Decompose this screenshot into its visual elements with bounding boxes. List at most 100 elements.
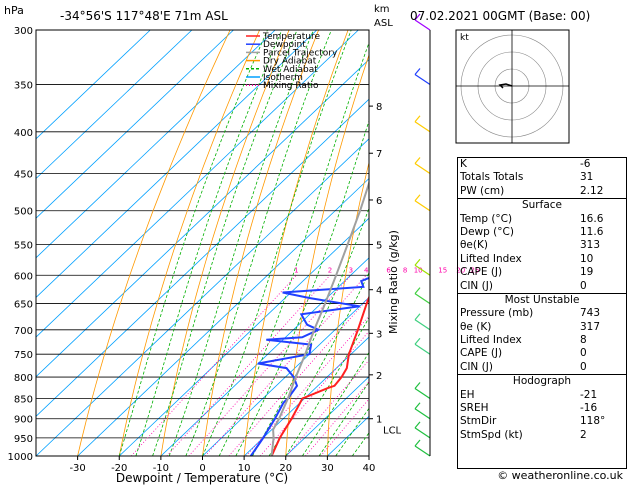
index-label: PW (cm)	[460, 184, 505, 197]
wind-barb	[414, 319, 431, 331]
km-tick-label: 4	[376, 286, 382, 297]
index-label: Lifted Index	[460, 252, 522, 265]
wind-barb-flag	[414, 421, 421, 429]
hodograph-row: SREH -16	[458, 402, 626, 415]
most-unstable-row: Pressure (mb) 743	[458, 307, 626, 320]
pressure-tick-label: 300	[14, 26, 33, 37]
isotherm-line	[36, 30, 234, 219]
mixing-ratio-label: 10	[414, 266, 423, 274]
wind-barb	[414, 162, 431, 174]
wind-barb-flag	[414, 287, 421, 294]
isotherm-line	[77, 177, 369, 456]
hodograph-kt-label: kt	[460, 33, 469, 43]
mixing-ratio-label: 8	[403, 266, 407, 274]
x-axis-title: Dewpoint / Temperature (°C)	[116, 471, 288, 485]
km-unit-label: km	[374, 4, 390, 15]
pressure-tick-label: 750	[14, 350, 33, 361]
mixing-ratio-line	[130, 275, 297, 456]
index-label: Temp (°C)	[460, 212, 513, 225]
wind-barb-flag	[414, 402, 421, 410]
wind-barb-flag	[414, 194, 421, 202]
wind-barb-flag	[414, 115, 421, 123]
wet-adiabat-line	[135, 30, 283, 456]
wind-barb-flag	[414, 439, 421, 447]
pressure-tick-label: 400	[14, 128, 33, 139]
index-value: 317	[580, 320, 601, 333]
most-unstable-row: Lifted Index 8	[458, 334, 626, 347]
dry-adiabat-line	[243, 30, 349, 456]
footer-credit: © weatheronline.co.uk	[497, 469, 623, 482]
index-value: 2	[580, 428, 587, 441]
dry-adiabat-line	[77, 30, 231, 456]
wind-barb	[414, 387, 431, 399]
index-label: StmSpd (kt)	[460, 428, 523, 441]
hodograph-trace	[498, 83, 513, 89]
x-tick-label: 30	[321, 463, 334, 474]
y-axis-title-mixing-ratio: Mixing Ratio (g/kg)	[387, 230, 400, 334]
index-label: Dewp (°C)	[460, 225, 514, 238]
surface-row: Temp (°C) 16.6	[458, 213, 626, 226]
isotherm-line	[36, 30, 193, 180]
wind-barb	[414, 264, 431, 276]
hodograph-row: EH -21	[458, 389, 626, 402]
isotherm-line	[202, 296, 369, 456]
index-label: θe (K)	[460, 320, 492, 333]
legend-label: Isotherm	[263, 73, 303, 83]
parcel-trajectory-line	[270, 180, 369, 456]
x-tick-label: -20	[111, 463, 127, 474]
pressure-tick-label: 450	[14, 169, 33, 180]
km-tick-label: 5	[376, 240, 382, 251]
wet-adiabat-line	[268, 271, 369, 456]
index-value: 118°	[580, 415, 606, 428]
isotherm-line	[243, 336, 369, 456]
mixing-ratio-line	[228, 296, 369, 456]
mixing-ratio-label: 20	[456, 266, 465, 274]
hodograph-frame	[455, 29, 570, 144]
wind-barb	[414, 293, 431, 305]
index-value: 0	[580, 279, 587, 292]
most-unstable-row: CIN (J) 0	[458, 361, 626, 374]
isotherm-line	[36, 30, 359, 338]
wind-barb	[414, 427, 431, 439]
isotherm-line	[36, 138, 369, 456]
legend-label: Mixing Ratio	[263, 81, 319, 91]
index-label: SREH	[460, 402, 489, 415]
surface-header: Surface	[458, 198, 626, 212]
pressure-tick-label: 800	[14, 373, 33, 384]
wind-barb-flag	[414, 258, 421, 266]
mixing-ratio-label: 15	[438, 266, 447, 274]
datetime-title: 07.02.2021 00GMT (Base: 00)	[410, 9, 590, 23]
dewpoint-line	[249, 276, 369, 456]
wet-adiabat-line	[118, 30, 268, 456]
wind-barb-flag	[414, 157, 421, 164]
index-label: StmDir	[460, 415, 497, 428]
wet-adiabat-line	[152, 30, 298, 456]
km-tick-label: 6	[376, 196, 382, 207]
wind-barb	[414, 74, 431, 86]
mixing-ratio-label: 3	[349, 266, 353, 274]
wet-adiabat-line	[202, 30, 352, 456]
x-tick-label: 10	[238, 463, 251, 474]
wet-adiabat-line	[302, 351, 369, 456]
pressure-tick-label: 1000	[8, 452, 33, 463]
legend-label: Parcel Trajectory	[263, 48, 338, 58]
x-tick-label: -10	[153, 463, 169, 474]
km-tick-label: 2	[376, 371, 382, 382]
most-unstable-row: θe (K) 317	[458, 321, 626, 334]
surface-row: Lifted Index 10	[458, 253, 626, 266]
surface-row: CIN (J) 0	[458, 280, 626, 293]
wind-barb-flag	[414, 382, 421, 389]
pressure-tick-label: 950	[14, 434, 33, 445]
pressure-tick-label: 500	[14, 207, 33, 218]
mixing-ratio-line	[166, 275, 331, 456]
hodograph-row: StmSpd (kt) 2	[458, 429, 626, 442]
wind-barb	[414, 343, 431, 355]
mixing-ratio-label: 4	[364, 266, 369, 274]
pressure-tick-label: 350	[14, 81, 33, 92]
km-tick-label: 1	[376, 415, 382, 426]
index-label: EH	[460, 388, 475, 401]
legend-label: Wet Adiabat	[263, 65, 318, 75]
isotherm-line	[36, 30, 276, 259]
index-value: 313	[580, 239, 601, 252]
index-value: -6	[580, 158, 591, 170]
